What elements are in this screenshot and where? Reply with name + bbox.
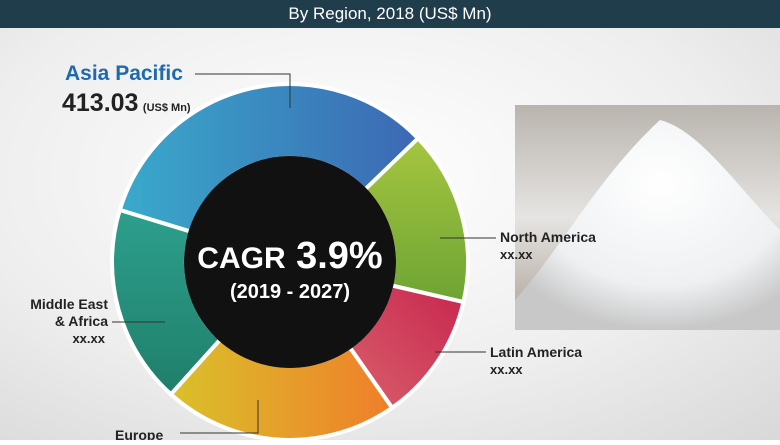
cagr-label: CAGR <box>197 242 286 275</box>
cagr-value: 3.9% <box>296 235 383 277</box>
donut-center <box>184 156 396 368</box>
region-name: Europe <box>115 427 163 440</box>
region-name-line: Middle East <box>30 296 108 312</box>
header-banner <box>0 0 780 28</box>
region-value: 413.03 <box>62 89 138 117</box>
region-name: North America <box>500 229 596 245</box>
sugar-photo <box>515 105 780 330</box>
cagr-text: CAGR 3.9% <box>197 235 382 277</box>
region-name: Asia Pacific <box>65 62 183 85</box>
region-value: xx.xx <box>490 362 523 377</box>
leader-lines <box>112 73 496 434</box>
region-unit: (US$ Mn) <box>143 102 191 114</box>
region-value: xx.xx <box>72 331 105 346</box>
region-value: xx.xx <box>500 247 533 262</box>
region-name-line: & Africa <box>55 313 108 329</box>
region-name: Latin America <box>490 344 582 360</box>
region-value-text: 413.03 (US$ Mn) <box>62 89 191 117</box>
header-title: By Region, 2018 (US$ Mn) <box>288 4 491 23</box>
cagr-period: (2019 - 2027) <box>230 281 350 303</box>
